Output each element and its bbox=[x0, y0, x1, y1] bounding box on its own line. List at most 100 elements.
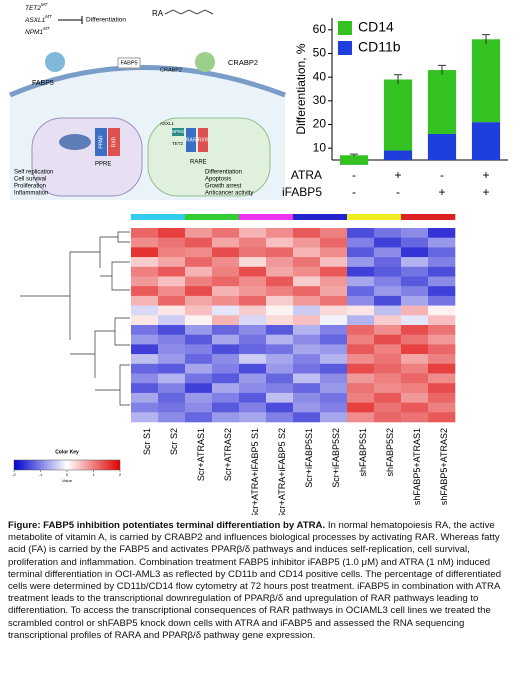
key-tick-label: 1 bbox=[92, 472, 95, 477]
heat-cell bbox=[266, 402, 294, 413]
legend-swatch bbox=[338, 41, 352, 55]
group-bar bbox=[428, 214, 456, 220]
heat-cell bbox=[158, 247, 186, 258]
heat-cell bbox=[428, 325, 456, 335]
heat-cell bbox=[401, 334, 429, 345]
heat-cell bbox=[239, 276, 267, 287]
heat-cell bbox=[158, 266, 186, 277]
y-tick-label: 30 bbox=[313, 93, 327, 107]
heat-cell bbox=[293, 286, 321, 297]
heat-cell bbox=[320, 286, 348, 297]
heat-cell bbox=[131, 354, 159, 365]
heat-cell bbox=[239, 295, 267, 306]
heat-cell bbox=[239, 305, 267, 316]
condition-value: + bbox=[482, 185, 489, 199]
heat-cell bbox=[347, 257, 375, 268]
heat-cell bbox=[428, 237, 456, 248]
heat-cell bbox=[401, 295, 429, 306]
column-label: shFABP5S1 bbox=[358, 428, 368, 477]
box bbox=[108, 128, 120, 156]
heat-cell bbox=[239, 325, 267, 335]
heat-cell bbox=[320, 363, 348, 374]
heat-cell bbox=[212, 363, 240, 374]
heat-cell bbox=[266, 383, 294, 394]
heat-cell bbox=[428, 295, 456, 306]
heat-cell bbox=[293, 295, 321, 306]
heat-cell bbox=[374, 305, 402, 316]
heat-cell bbox=[374, 266, 402, 277]
heat-cell bbox=[401, 257, 429, 268]
heat-cell bbox=[428, 276, 456, 287]
heat-cell bbox=[374, 392, 402, 403]
heat-cell bbox=[239, 402, 267, 413]
heat-cell bbox=[293, 315, 321, 326]
heat-cell bbox=[374, 354, 402, 365]
group-bar bbox=[185, 214, 213, 220]
label: RXR bbox=[198, 137, 209, 143]
bar-segment bbox=[339, 155, 369, 165]
label: RXR bbox=[111, 136, 117, 147]
heat-cell bbox=[401, 247, 429, 258]
heat-cell bbox=[401, 363, 429, 374]
heat-cell bbox=[347, 412, 375, 423]
heat-cell bbox=[131, 334, 159, 345]
heat-cell bbox=[320, 383, 348, 394]
heat-cell bbox=[212, 402, 240, 413]
heat-cell bbox=[347, 373, 375, 384]
heat-cell bbox=[266, 325, 294, 335]
heat-cell bbox=[374, 247, 402, 258]
heat-cell bbox=[320, 276, 348, 287]
label: RARE bbox=[190, 160, 207, 166]
heat-cell bbox=[347, 228, 375, 238]
heat-cell bbox=[320, 325, 348, 335]
heat-cell bbox=[185, 402, 213, 413]
heat-cell bbox=[239, 363, 267, 374]
membrane bbox=[9, 65, 286, 98]
heat-cell bbox=[158, 412, 186, 423]
heat-cell bbox=[374, 257, 402, 268]
heat-cell bbox=[158, 305, 186, 316]
heat-cell bbox=[293, 228, 321, 238]
heat-cell bbox=[158, 334, 186, 345]
heat-cell bbox=[212, 286, 240, 297]
heat-cell bbox=[158, 402, 186, 413]
y-tick-label: 60 bbox=[313, 22, 327, 36]
heat-cell bbox=[374, 363, 402, 374]
column-label: Scr+ATRA+iFABP5 S2 bbox=[277, 428, 287, 515]
heat-cell bbox=[401, 228, 429, 238]
heat-cell bbox=[212, 237, 240, 248]
heat-cell bbox=[320, 315, 348, 326]
heat-cell bbox=[293, 392, 321, 403]
heat-cell bbox=[347, 237, 375, 248]
outcome: Proliferation bbox=[14, 184, 46, 190]
column-label: Scr+iFABP5S1 bbox=[304, 428, 314, 488]
heat-cell bbox=[401, 344, 429, 355]
heat-cell bbox=[212, 266, 240, 277]
heat-cell bbox=[131, 305, 159, 316]
heat-cell bbox=[320, 305, 348, 316]
heat-cell bbox=[239, 247, 267, 258]
key-tick-label: -1 bbox=[39, 472, 43, 477]
heat-cell bbox=[185, 373, 213, 384]
heat-cell bbox=[428, 334, 456, 345]
heat-cell bbox=[428, 412, 456, 423]
outcome: Growth arrest bbox=[205, 184, 242, 190]
heat-cell bbox=[401, 373, 429, 384]
heat-cell bbox=[185, 237, 213, 248]
condition-value: - bbox=[352, 185, 356, 199]
heat-cell bbox=[320, 295, 348, 306]
outcome: Inflammation bbox=[14, 191, 48, 197]
heat-cell bbox=[185, 276, 213, 287]
heat-cell bbox=[212, 373, 240, 384]
condition-label: ATRA bbox=[291, 168, 322, 182]
dendrogram bbox=[20, 231, 130, 406]
heat-cell bbox=[401, 315, 429, 326]
heat-cell bbox=[428, 402, 456, 413]
nucleus-left bbox=[31, 117, 143, 197]
heat-cell bbox=[266, 295, 294, 306]
bar-segment bbox=[427, 133, 457, 160]
bar-segment bbox=[471, 39, 501, 123]
group-bar bbox=[239, 214, 267, 220]
legend-label: CD14 bbox=[358, 19, 394, 35]
heat-cell bbox=[212, 354, 240, 365]
